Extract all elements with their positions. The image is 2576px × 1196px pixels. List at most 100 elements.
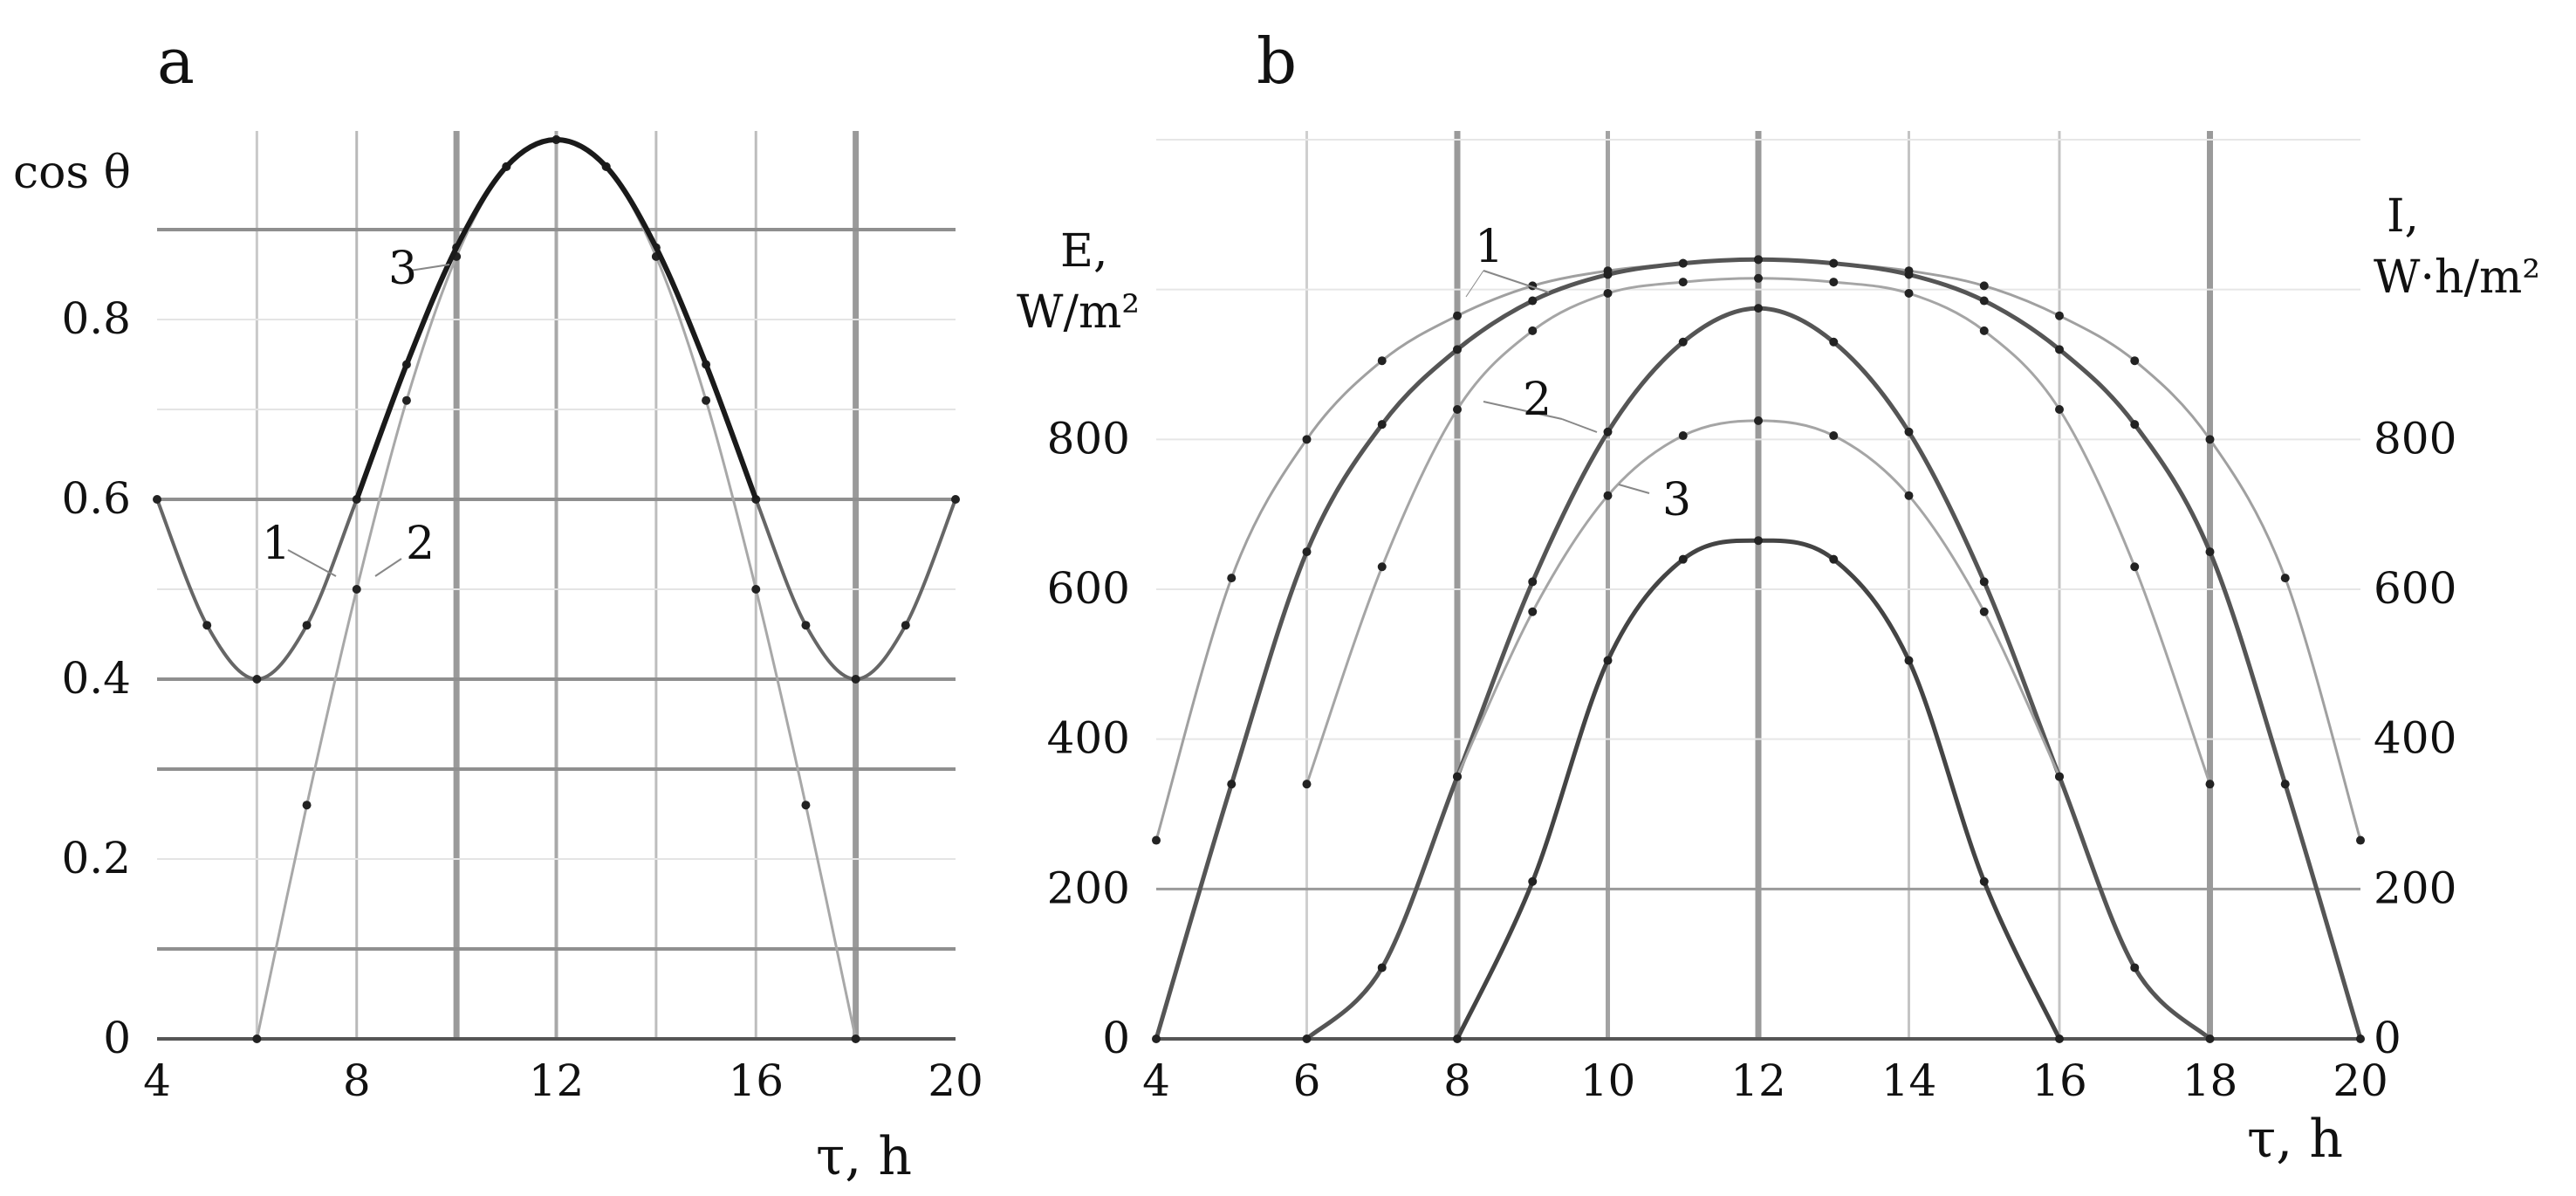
curve-2-point (1453, 405, 1462, 414)
curve-2-point (1678, 278, 1688, 287)
x-tick-label: 12 (529, 1055, 585, 1106)
curve-3-point (1528, 876, 1538, 886)
curve-2-point (1979, 326, 1989, 335)
curve-e1-point (2205, 547, 2215, 557)
curve-label-leader (409, 264, 450, 272)
curve-e1-point (2055, 345, 2064, 354)
y-tick-label: 0.6 (61, 473, 131, 524)
x-tick-label: 4 (1142, 1055, 1170, 1106)
y-tick-label: 0.2 (61, 833, 131, 883)
x-tick-label: 14 (1881, 1055, 1937, 1106)
x-tick-label: 20 (928, 1055, 983, 1106)
curve-1-point (1453, 311, 1462, 320)
x-axis-title: τ, h (2247, 1109, 2343, 1170)
curve-label-leader (287, 549, 337, 577)
curve-i3-point (1904, 491, 1914, 500)
curve-e1-point (1377, 420, 1387, 430)
curve-label: 3 (388, 243, 417, 295)
curve-2-point (1302, 780, 1312, 789)
y-axis-title-right-line2: W·h/m² (2374, 251, 2540, 304)
curve-2-point (801, 801, 811, 810)
curve-1-point (302, 621, 312, 630)
x-tick-label: 12 (1730, 1055, 1786, 1106)
curve-e1-point (1904, 270, 1914, 279)
y-tick-label-right: 0 (2374, 1013, 2401, 1063)
curve-2-point (1904, 288, 1914, 298)
curve-i3-point (1528, 607, 1538, 616)
curve-2-point (401, 395, 411, 405)
curve-1-point (2130, 356, 2140, 366)
curve-e2-point (1829, 337, 1839, 347)
curve-2-point (1829, 278, 1839, 287)
curve-3-point (1453, 1034, 1462, 1043)
y-tick-label: 0.8 (61, 293, 131, 344)
curve-3-point (1603, 656, 1613, 665)
curve-3-point (1904, 656, 1914, 665)
curve-3-point (1754, 536, 1763, 546)
curve-1-point (153, 495, 161, 504)
curve-label: 1 (1475, 221, 1504, 273)
curve-e2-point (1302, 1034, 1312, 1043)
x-tick-label: 4 (143, 1055, 171, 1106)
curve-label-leader (1483, 401, 1563, 420)
curve-label: 2 (1523, 374, 1552, 426)
curve-2-point (2055, 405, 2064, 414)
y-tick-label-right: 400 (2374, 713, 2456, 764)
curve-label-leader (1561, 418, 1598, 433)
y-axis-title-left-line2: W/m² (1017, 286, 1140, 339)
y-tick-label-left: 200 (1047, 863, 1130, 913)
y-tick-label-right: 200 (2374, 863, 2456, 913)
curve-e1-point (2130, 420, 2140, 430)
curve-label-leader (374, 558, 402, 577)
curve-1-point (1227, 574, 1237, 583)
x-tick-label: 8 (1443, 1055, 1471, 1106)
curve-3-point (1678, 554, 1688, 564)
curve-2-point (702, 395, 711, 405)
curve-1-point (901, 621, 910, 630)
curve-e1-point (1603, 270, 1613, 279)
curve-2-point (2130, 562, 2140, 572)
curve-label: 2 (406, 518, 435, 570)
curve-1-point (2356, 835, 2365, 845)
curve-2-point (352, 585, 361, 594)
curve-1-point (1979, 281, 1989, 291)
curve-e1-point (1678, 258, 1688, 268)
curve-1-point (801, 621, 811, 630)
curve-label-leader (1618, 484, 1650, 494)
y-tick-label-left: 400 (1047, 713, 1130, 764)
curve-3-point (2055, 1034, 2064, 1043)
curve-e1-point (2280, 780, 2290, 789)
curve-i3-point (1829, 431, 1839, 441)
panel-b: b4 6 8 10 12 14 16 18 20020040060080002004006008… (1017, 24, 2540, 1170)
y-tick-label-left: 0 (1102, 1013, 1130, 1063)
curve-e1-point (1754, 255, 1763, 265)
curve-1-point (2055, 311, 2064, 320)
curve-e2-point (2130, 963, 2140, 973)
curve-e1-point (1453, 345, 1462, 354)
curve-1-point (2280, 574, 2290, 583)
curve-e1-point (1528, 296, 1538, 306)
curve-2-point (1603, 288, 1613, 298)
y-tick-label-right: 800 (2374, 413, 2456, 464)
curve-1-point (202, 621, 212, 630)
curve-2-point (1754, 273, 1763, 283)
curve-i3-point (1678, 431, 1688, 441)
y-tick-label: 0.4 (61, 653, 131, 704)
curve-2-point (1377, 562, 1387, 572)
y-axis-title: cos θ (13, 147, 131, 199)
curve-e2-point (1377, 963, 1387, 973)
y-axis-title-left-line1: E, (1060, 225, 1108, 278)
curve-1-point (851, 675, 860, 684)
curve-2-point (751, 585, 761, 594)
x-tick-label: 16 (728, 1055, 784, 1106)
curve-e2-point (1678, 337, 1688, 347)
x-tick-label: 6 (1293, 1055, 1321, 1106)
curve-i3-point (2055, 772, 2064, 781)
curve-e2-point (1754, 304, 1763, 313)
curve-1-point (1152, 835, 1161, 845)
x-tick-label: 16 (2031, 1055, 2087, 1106)
x-axis-title: τ, h (816, 1126, 912, 1187)
curve-label: 3 (1662, 474, 1691, 526)
x-tick-label: 20 (2333, 1055, 2388, 1106)
curve-2-point (851, 1034, 860, 1043)
